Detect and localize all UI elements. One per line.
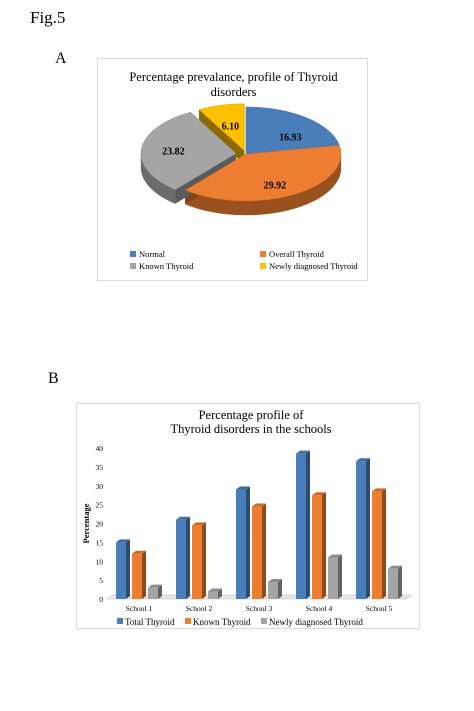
x-tick-label: School 3 [246, 604, 273, 613]
bar-side [158, 584, 162, 599]
x-tick-label: School 1 [126, 604, 153, 613]
y-axis-label: Percentage [81, 503, 91, 543]
bar-top [132, 550, 146, 554]
panel-a-label: A [55, 50, 67, 67]
y-tick-label: 5 [99, 576, 103, 585]
legend-label-known-thyroid: Known Thyroid [193, 617, 251, 627]
bar-newly-diagnosed-thyroid-school-5 [388, 568, 398, 599]
bar-known-thyroid-school-3 [252, 506, 262, 599]
bar-top [252, 503, 266, 507]
bar-total-thyroid-school-2 [176, 519, 186, 599]
pie-slice-normal [245, 106, 340, 155]
y-tick-label: 35 [96, 463, 104, 472]
bar-top [116, 539, 130, 543]
bar-total-thyroid-school-3 [236, 489, 246, 599]
bar-top [208, 588, 222, 592]
legend-swatch-newly-diagnosed-thyroid [260, 263, 266, 269]
legend-swatch-known-thyroid [185, 618, 191, 624]
legend-label-known-thyroid: Known Thyroid [139, 261, 194, 271]
y-tick-label: 25 [96, 501, 104, 510]
bar-top [296, 450, 310, 454]
bar-title-line: Percentage profile of [199, 408, 305, 422]
pie-chart-panel: Percentage prevalance, profile of Thyroi… [97, 58, 368, 281]
bar-side [338, 554, 342, 599]
x-tick-label: School 5 [366, 604, 393, 613]
legend-label-newly-diagnosed-thyroid: Newly diagnosed Thyroid [269, 261, 358, 271]
bar-side [202, 522, 206, 599]
bar-known-thyroid-school-5 [372, 491, 382, 599]
pie-title-line: disorders [211, 85, 257, 99]
pie-slice-overall-thyroid [184, 145, 342, 202]
panel-b-label: B [48, 370, 59, 387]
bar-side [322, 492, 326, 599]
legend-swatch-newly-diagnosed-thyroid [261, 618, 267, 624]
legend-swatch-total-thyroid [117, 618, 123, 624]
bar-side [382, 488, 386, 599]
bar-known-thyroid-school-4 [312, 495, 322, 599]
bar-side [278, 579, 282, 599]
bar-top [236, 486, 250, 490]
y-tick-label: 40 [96, 444, 104, 453]
bar-total-thyroid-school-4 [296, 453, 306, 599]
pie-slice-known-thyroid [140, 111, 237, 190]
legend-swatch-normal [130, 251, 136, 257]
pie-chart: Percentage prevalance, profile of Thyroi… [129, 70, 358, 271]
bar-newly-diagnosed-thyroid-school-4 [328, 557, 338, 599]
y-tick-label: 15 [96, 538, 104, 547]
y-tick-label: 20 [96, 520, 104, 529]
bar-side [398, 565, 402, 599]
bar-newly-diagnosed-thyroid-school-3 [268, 582, 278, 599]
legend-label-newly-diagnosed-thyroid: Newly diagnosed Thyroid [269, 617, 363, 627]
bar-top [328, 554, 342, 558]
bar-side [126, 539, 130, 599]
figure-label: Fig.5 [30, 8, 66, 27]
pie-data-label: 23.82 [162, 147, 185, 158]
bar-side [218, 588, 222, 599]
pie-data-label: 16.93 [279, 132, 302, 143]
legend-label-total-thyroid: Total Thyroid [125, 617, 175, 627]
y-tick-label: 0 [99, 595, 103, 604]
bar-side [306, 450, 310, 599]
bar-top [148, 584, 162, 588]
bar-top [312, 492, 326, 496]
legend-label-overall-thyroid: Overall Thyroid [269, 249, 325, 259]
bar-top [388, 565, 402, 569]
bar-top [356, 458, 370, 462]
bar-newly-diagnosed-thyroid-school-1 [148, 587, 158, 599]
bar-side [186, 516, 190, 599]
pie-slice-newly-diagnosed-thyroid [198, 103, 245, 152]
bar-top [192, 522, 206, 526]
x-tick-label: School 4 [306, 604, 333, 613]
pie-data-label: 6.10 [222, 121, 240, 132]
bar-top [268, 579, 282, 583]
bar-side [246, 486, 250, 599]
bar-total-thyroid-school-1 [116, 542, 126, 599]
legend-swatch-overall-thyroid [260, 251, 266, 257]
bar-top [372, 488, 386, 492]
bar-side [142, 550, 146, 599]
x-tick-label: School 2 [186, 604, 213, 613]
bar-side [366, 458, 370, 599]
bar-chart-panel: Percentage profile of Thyroid disorders i… [76, 403, 420, 629]
bar-known-thyroid-school-2 [192, 525, 202, 599]
legend-swatch-known-thyroid [130, 263, 136, 269]
bar-known-thyroid-school-1 [132, 553, 142, 599]
bar-top [176, 516, 190, 520]
pie-title-line: Percentage prevalance, profile of Thyroi… [129, 70, 338, 84]
legend-label-normal: Normal [139, 249, 166, 259]
pie-data-label: 29.92 [264, 180, 287, 191]
y-tick-label: 10 [96, 557, 104, 566]
bar-total-thyroid-school-5 [356, 461, 366, 599]
bar-newly-diagnosed-thyroid-school-2 [208, 591, 218, 599]
bar-side [262, 503, 266, 599]
y-tick-label: 30 [96, 482, 104, 491]
bar-title-line: Thyroid disorders in the schools [170, 422, 331, 436]
